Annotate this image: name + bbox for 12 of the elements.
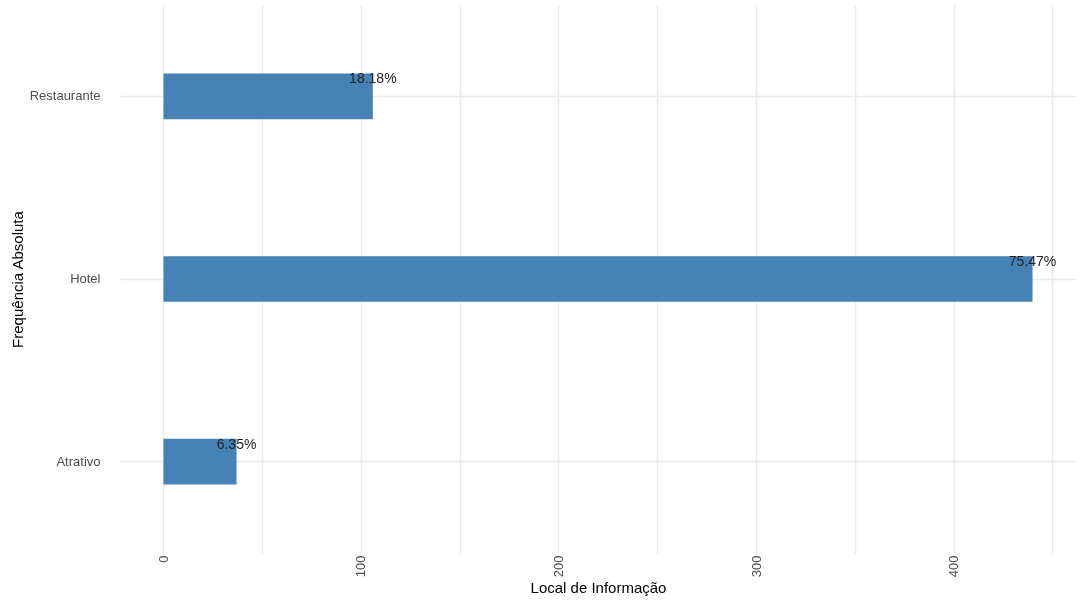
x-tick-label: 400	[946, 555, 962, 578]
y-axis-title: Frequência Absoluta	[8, 210, 26, 348]
y-tick-label: Atrativo	[56, 453, 101, 469]
y-tick-label: Restaurante	[29, 88, 101, 104]
x-tick-label: 300	[748, 555, 764, 578]
x-axis-title: Local de Informação	[530, 579, 667, 597]
x-tick-label: 100	[353, 555, 369, 578]
annotation: 6.35%	[216, 435, 257, 452]
x-tick-label: 0	[155, 555, 171, 563]
x-tick-label: 200	[551, 555, 566, 578]
y-tick-label: Hotel	[70, 271, 101, 286]
annotation: 75.47%	[1008, 253, 1057, 269]
